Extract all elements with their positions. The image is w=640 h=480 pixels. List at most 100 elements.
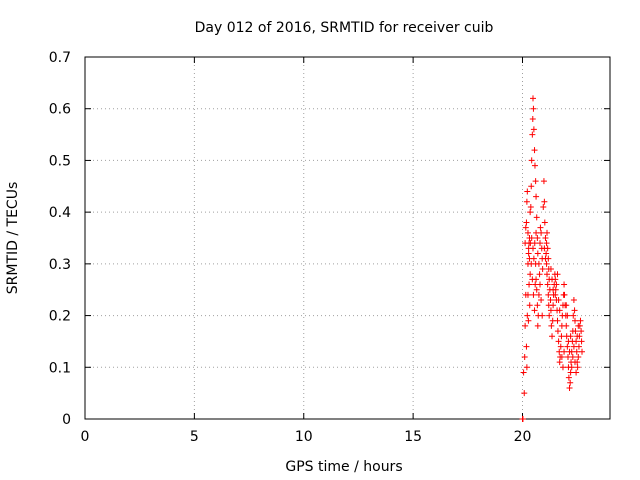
data-point <box>524 291 531 298</box>
gridlines <box>85 57 610 419</box>
data-point <box>572 317 578 324</box>
data-point <box>554 328 561 335</box>
data-point <box>538 229 545 236</box>
data-point <box>578 338 585 345</box>
y-tick-label: 0.5 <box>49 153 71 169</box>
data-point <box>543 240 550 247</box>
data-point <box>577 317 584 324</box>
data-point <box>565 338 572 345</box>
data-point <box>556 359 563 366</box>
data-point <box>523 219 530 226</box>
data-point <box>575 353 582 360</box>
y-tick-label: 0.2 <box>49 309 71 325</box>
data-point <box>530 255 537 262</box>
data-point <box>534 302 541 309</box>
data-point <box>528 183 535 190</box>
data-point <box>530 126 537 133</box>
data-point <box>522 240 529 247</box>
data-point <box>537 224 544 231</box>
data-point <box>528 235 535 241</box>
data-point <box>573 348 580 355</box>
data-point <box>530 105 537 112</box>
data-point <box>525 317 532 324</box>
data-point <box>523 364 530 371</box>
x-axis: 0 5 10 15 20 <box>81 57 532 445</box>
data-point <box>573 369 580 376</box>
data-point <box>563 302 570 309</box>
data-point <box>534 235 541 241</box>
data-point <box>534 250 541 257</box>
plot-frame <box>84 56 611 420</box>
data-point <box>578 328 585 335</box>
data-point <box>540 203 547 210</box>
data-point <box>524 229 531 236</box>
data-point <box>561 291 568 298</box>
data-point <box>572 328 579 335</box>
data-point <box>552 291 559 298</box>
x-tick-label: 15 <box>404 429 422 445</box>
data-point <box>579 348 585 355</box>
data-point <box>533 286 540 293</box>
data-point <box>575 322 582 329</box>
chart-title: Day 012 of 2016, SRMTID for receiver cui… <box>195 20 494 36</box>
data-point <box>523 343 530 350</box>
data-point <box>567 369 574 376</box>
data-point <box>544 229 550 236</box>
data-point <box>528 157 535 164</box>
data-point <box>543 260 550 267</box>
data-point <box>550 286 557 293</box>
x-tick-label: 10 <box>295 429 313 445</box>
data-point <box>537 240 543 247</box>
data-point <box>558 333 565 340</box>
data-point <box>520 369 527 376</box>
y-tick-label: 0.3 <box>49 257 71 273</box>
data-point <box>535 291 542 298</box>
data-point <box>545 291 552 298</box>
data-point <box>544 271 550 278</box>
data-point <box>564 312 571 319</box>
data-point <box>541 245 548 252</box>
data-point <box>554 271 561 278</box>
data-point <box>557 343 564 350</box>
data-point <box>527 209 534 216</box>
data-point <box>539 312 546 319</box>
data-point <box>532 178 539 185</box>
y-tick-label: 0.6 <box>49 102 71 118</box>
data-point <box>521 353 528 360</box>
data-point <box>530 245 536 252</box>
data-point <box>521 390 528 397</box>
data-point <box>531 162 538 169</box>
data-point <box>568 364 575 371</box>
data-point <box>523 198 530 205</box>
data-point <box>564 343 571 350</box>
data-point <box>553 281 560 288</box>
x-axis-title: GPS time / hours <box>285 459 402 475</box>
data-point <box>544 281 551 288</box>
data-point <box>550 302 557 309</box>
data-point <box>524 188 531 195</box>
data-point <box>547 297 554 304</box>
x-tick-label: 0 <box>81 429 90 445</box>
data-point <box>547 266 554 273</box>
y-axis-title: SRMTID / TECUs <box>5 182 21 295</box>
data-point <box>530 95 536 102</box>
x-tick-label: 20 <box>514 429 532 445</box>
data-point <box>554 317 561 324</box>
data-point <box>531 307 538 314</box>
x-tick-label: 5 <box>190 429 199 445</box>
data-point <box>529 116 536 123</box>
data-point <box>536 271 543 278</box>
y-tick-label: 0.4 <box>49 205 71 221</box>
data-point <box>522 224 529 231</box>
data-point <box>558 353 565 360</box>
data-point <box>574 333 581 340</box>
data-point <box>542 255 549 262</box>
y-tick-label: 0 <box>62 412 71 428</box>
data-point <box>538 297 545 304</box>
data-point <box>548 322 555 329</box>
data-point <box>535 260 542 267</box>
data-point <box>556 307 563 314</box>
data-point <box>574 364 581 371</box>
data-point <box>540 178 547 185</box>
